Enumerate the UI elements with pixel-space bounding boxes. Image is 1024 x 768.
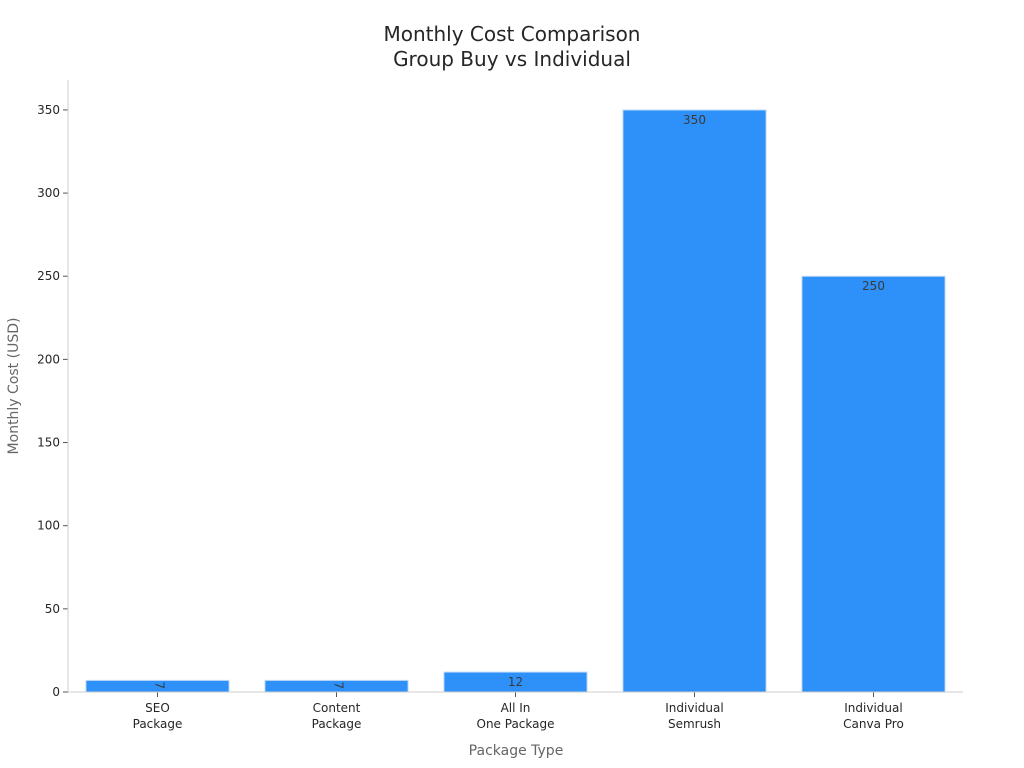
y-tick-label: 300	[37, 186, 60, 200]
bar-data-label: 7	[332, 682, 346, 690]
x-tick-label: Package	[133, 717, 183, 731]
bar-data-label: 250	[862, 279, 885, 293]
chart-title-line-2: Group Buy vs Individual	[393, 47, 631, 71]
x-tick-label: All In	[501, 701, 531, 715]
plot-area: 0 50 100 150 200 250 300 350 7 SEO Package 7 Content…	[37, 103, 946, 731]
x-tick-label: SEO	[145, 701, 170, 715]
y-tick-label: 0	[52, 685, 60, 699]
y-tick-label: 200	[37, 352, 60, 366]
x-tick-label: Content	[313, 701, 361, 715]
x-tick-label: One Package	[477, 717, 555, 731]
bar-data-label: 7	[153, 682, 167, 690]
x-tick-label: Package	[312, 717, 362, 731]
chart-title: Monthly Cost Comparison Group Buy vs Ind…	[383, 22, 640, 71]
chart-title-line-1: Monthly Cost Comparison	[383, 22, 640, 46]
y-tick-label: 350	[37, 103, 60, 117]
bar	[801, 275, 946, 693]
x-tick-label: Canva Pro	[843, 717, 904, 731]
bar-data-label: 12	[508, 675, 523, 689]
x-tick-label: Individual	[844, 701, 902, 715]
bar	[622, 109, 767, 693]
x-tick-label: Semrush	[668, 717, 721, 731]
x-tick-label: Individual	[665, 701, 723, 715]
x-axis-label: Package Type	[469, 743, 564, 759]
y-tick-label: 250	[37, 269, 60, 283]
bar-data-label: 350	[683, 113, 706, 127]
y-tick-label: 100	[37, 519, 60, 533]
y-tick-label: 50	[45, 602, 60, 616]
y-tick-label: 150	[37, 436, 60, 450]
y-axis-label: Monthly Cost (USD)	[6, 318, 22, 455]
